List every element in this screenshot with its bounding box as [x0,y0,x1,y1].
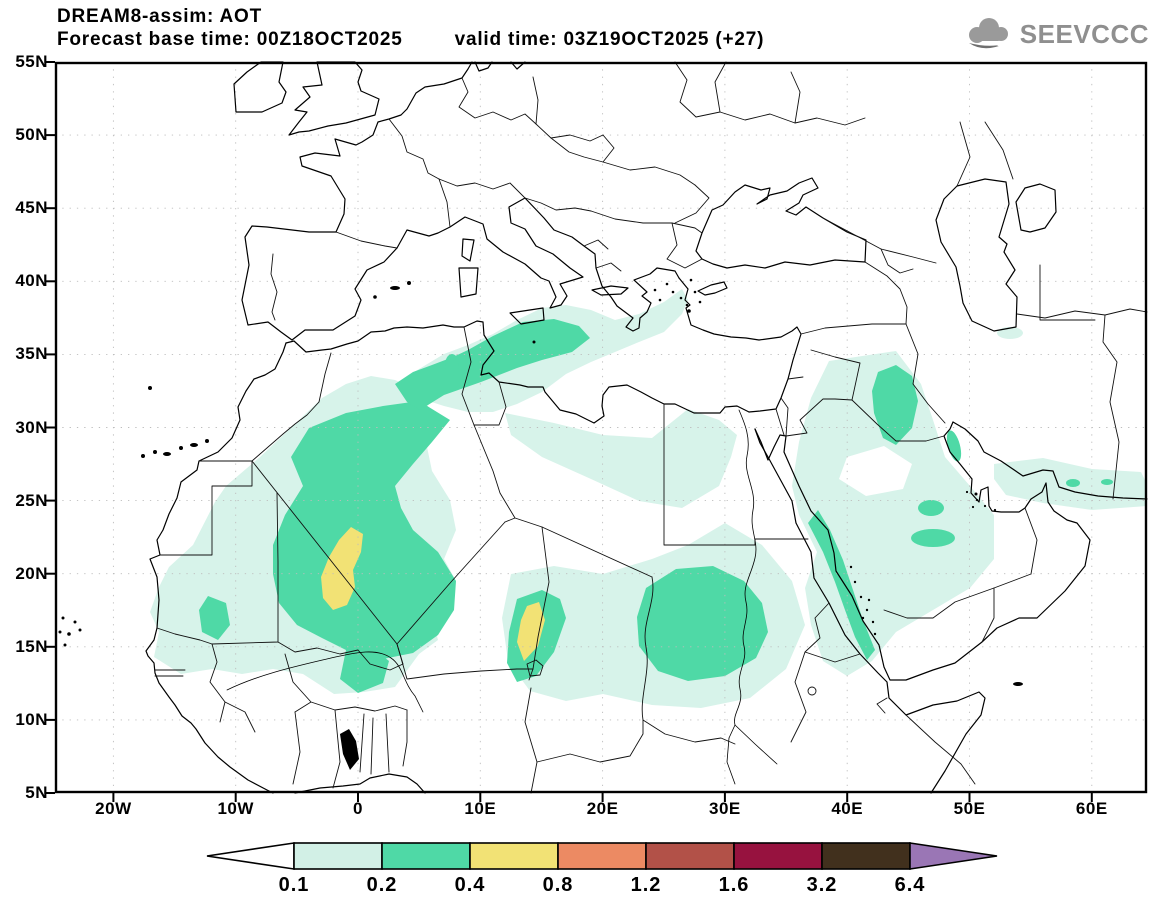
colorbar-tick-label: 1.6 [718,874,750,896]
colorbar-segment [645,842,735,870]
lat-tick-label: 35N [15,344,48,364]
lat-tick-label: 50N [15,125,48,145]
forecast-map [46,61,1148,802]
colorbar-segment [293,842,383,870]
axis-tickmarks [46,61,1093,802]
colorbar-segment [733,842,823,870]
colorbar-tick-label: 0.1 [278,874,310,896]
colorbar-tick-label: 6.4 [894,874,926,896]
map-canvas [46,61,1148,802]
aot-colorbar: 0.1 0.2 0.4 0.8 1.2 1.6 3.2 6.4 [206,842,998,902]
aot-shading-level-0p4-layer [321,527,545,661]
lon-tick-label: 60E [1075,799,1108,818]
plot-subtitle: Forecast base time: 00Z18OCT2025 valid ti… [57,28,764,51]
small-islands-layer [58,278,1023,770]
lon-tick-label: 10W [217,799,254,818]
lat-tick-label: 30N [15,417,48,437]
colorbar-right-arrow [909,842,998,870]
lat-tick-label: 5N [25,783,48,802]
rivers-layer [226,409,778,785]
plot-title: DREAM8-assim: AOT [57,6,263,27]
lat-tick-label: 25N [15,490,48,510]
lon-tick-label: 20E [586,799,619,818]
forecast-base-time: Forecast base time: 00Z18OCT2025 [57,29,403,50]
colorbar-segment [821,842,911,870]
seevccc-logo: SEEVCCC [964,16,1149,52]
seevccc-cloud-icon [968,18,1008,49]
colorbar-tick-label: 0.8 [542,874,574,896]
colorbar-segment [381,842,471,870]
lon-tick-label: 40E [831,799,864,818]
colorbar-tick-label: 3.2 [806,874,838,896]
lon-tick-label: 50E [953,799,986,818]
lat-tick-label: 40N [15,271,48,291]
lon-tick-label: 0 [353,799,363,818]
lat-tick-label: 20N [15,563,48,583]
colorbar-left-arrow [206,842,295,870]
colorbar-tick-label: 0.4 [454,874,486,896]
lat-tick-label: 45N [15,198,48,218]
country-borders-layer [154,61,1148,794]
graticule-gridlines [55,62,1147,793]
colorbar-tick-label: 1.2 [630,874,662,896]
plot-header: DREAM8-assim: AOT Forecast base time: 00… [57,5,764,51]
lon-tick-label: 20W [95,799,132,818]
lon-tick-label: 10E [464,799,497,818]
lat-tick-label: 10N [15,709,48,729]
lon-tick-label: 30E [709,799,741,818]
colorbar-segment [469,842,559,870]
lat-tick-label: 15N [15,636,48,656]
colorbar-graphic [206,842,998,870]
map-frame [54,61,1148,794]
colorbar-tick-label: 0.2 [366,874,398,896]
seevccc-logo-text: SEEVCCC [1019,18,1149,49]
coastlines-layer [145,61,1148,794]
colorbar-segment [557,842,647,870]
valid-time: valid time: 03Z19OCT2025 (+27) [454,29,765,50]
lat-tick-label: 55N [15,52,48,71]
aot-shading-level-0p2-layer [199,319,1113,693]
